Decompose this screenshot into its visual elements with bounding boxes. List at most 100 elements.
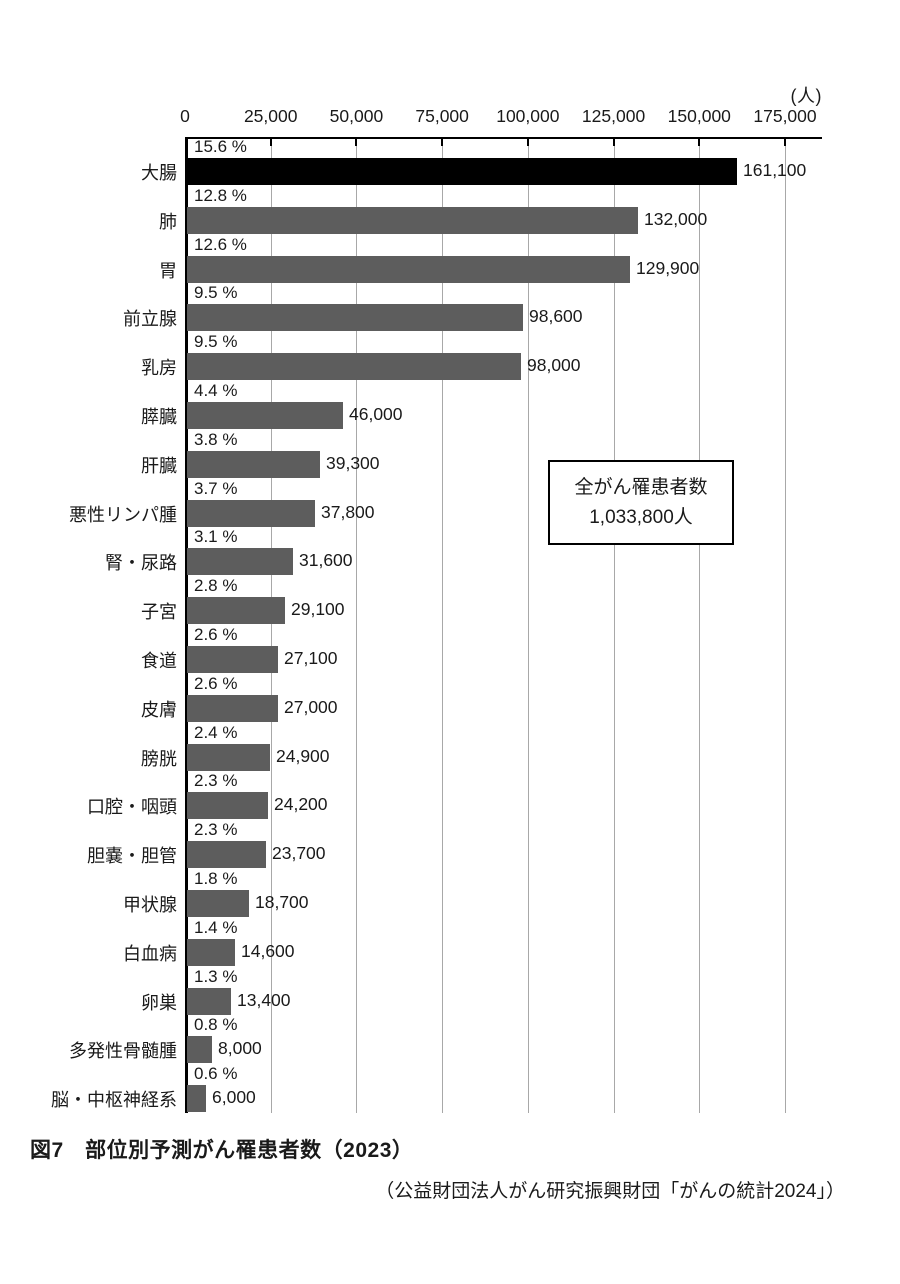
bar-row: 卵巣 1.3 % 13,400	[0, 967, 900, 1016]
percent-label: 12.8 %	[194, 185, 247, 205]
axis-unit-label: (人)	[790, 86, 822, 106]
bar	[187, 402, 343, 429]
category-label: 悪性リンパ腫	[69, 504, 177, 525]
annotation-title: 全がん罹患者数	[574, 477, 708, 499]
percent-label: 2.8 %	[194, 576, 238, 596]
category-label: 食道	[141, 651, 177, 671]
category-label: 前立腺	[123, 309, 177, 330]
value-label: 6,000	[212, 1087, 256, 1108]
x-axis-tickmark	[441, 139, 444, 146]
percent-label: 0.6 %	[194, 1064, 238, 1084]
percent-label: 3.8 %	[194, 429, 238, 449]
category-label: 多発性骨髄腫	[69, 1041, 177, 1062]
value-label: 23,700	[272, 843, 326, 864]
value-label: 98,600	[529, 306, 583, 327]
category-label: 子宮	[141, 602, 177, 623]
category-label: 胆嚢・胆管	[87, 846, 177, 867]
bar-row: 腎・尿路 3.1 % 31,600	[0, 527, 900, 576]
percent-label: 2.6 %	[194, 673, 238, 693]
percent-label: 2.4 %	[194, 722, 238, 742]
value-label: 24,200	[274, 794, 328, 815]
value-label: 39,300	[326, 452, 380, 473]
x-axis-tickmark	[612, 139, 615, 146]
percent-label: 1.3 %	[194, 966, 238, 986]
category-label: 卵巣	[141, 992, 177, 1013]
bar-row: 口腔・咽頭 2.3 % 24,200	[0, 771, 900, 820]
category-label: 皮膚	[141, 699, 177, 720]
bar-row: 子宮 2.8 % 29,100	[0, 576, 900, 625]
bar	[187, 1036, 212, 1064]
percent-label: 2.6 %	[194, 625, 238, 644]
bar-row: 乳房 9.5 % 98,000	[0, 332, 900, 381]
bar	[187, 597, 285, 625]
gridline	[270, 139, 272, 1113]
bar	[187, 158, 737, 185]
figure-caption: 図7 部位別予測がん罹患者数（2023）	[30, 1139, 414, 1162]
value-label: 18,700	[255, 892, 309, 912]
bar	[187, 743, 270, 771]
percent-label: 3.7 %	[194, 478, 238, 498]
bar-row: 甲状腺 1.8 % 18,700	[0, 869, 900, 918]
bar	[187, 792, 268, 820]
bar	[187, 450, 320, 478]
category-label: 肺	[159, 211, 177, 232]
x-axis-tickmark	[784, 139, 786, 146]
value-label: 31,600	[299, 550, 353, 571]
bar-row: 肺 12.8 % 132,000	[0, 186, 900, 235]
value-label: 46,000	[349, 404, 403, 424]
bar	[187, 499, 315, 527]
bar-row: 多発性骨髄腫 0.8 % 8,000	[0, 1015, 900, 1064]
bar-row: 白血病 1.4 % 14,600	[0, 918, 900, 967]
value-label: 132,000	[644, 208, 708, 229]
x-axis-tick-label: 150,000	[667, 106, 731, 126]
value-label: 29,100	[291, 599, 345, 620]
bar	[187, 987, 231, 1015]
bar-row: 食道 2.6 % 27,100	[0, 625, 900, 674]
gridline	[785, 139, 786, 1113]
bar-row: 膵臓 4.4 % 46,000	[0, 381, 900, 430]
gridline	[613, 139, 615, 1113]
category-label: 胃	[159, 260, 177, 281]
x-axis-tickmark	[355, 139, 358, 146]
y-axis-line	[185, 137, 188, 1113]
bar	[187, 1085, 206, 1113]
percent-label: 3.1 %	[194, 527, 238, 547]
percent-label: 12.6 %	[194, 234, 247, 254]
gridline	[356, 139, 358, 1113]
bar	[187, 548, 293, 576]
category-label: 乳房	[141, 358, 177, 379]
value-label: 98,000	[527, 355, 581, 376]
bar-row: 前立腺 9.5 % 98,600	[0, 283, 900, 332]
percent-label: 1.4 %	[194, 917, 238, 937]
bar-row: 肝臓 3.8 % 39,300	[0, 430, 900, 479]
gridline	[699, 139, 701, 1113]
x-axis-tickmark	[526, 139, 529, 146]
category-label: 白血病	[123, 943, 177, 964]
x-axis-tick-label: 125,000	[581, 106, 646, 126]
bar-rows: 大腸 15.6 % 161,100 肺 12.8 % 132,000 胃 12.…	[0, 137, 900, 1113]
total-annotation-box: 全がん罹患者数 1,033,800人	[548, 460, 734, 545]
bar	[187, 938, 235, 966]
value-label: 129,900	[636, 257, 700, 278]
percent-label: 9.5 %	[194, 283, 238, 303]
bar	[187, 694, 278, 722]
bar-row: 胃 12.6 % 129,900	[0, 235, 900, 284]
bar	[187, 646, 278, 673]
value-label: 14,600	[241, 940, 295, 961]
x-axis-tick-label: 75,000	[415, 106, 469, 126]
bar	[187, 890, 249, 917]
category-label: 膵臓	[141, 407, 177, 427]
percent-label: 1.8 %	[194, 869, 238, 888]
percent-label: 2.3 %	[194, 820, 238, 840]
percent-label: 15.6 %	[194, 137, 247, 156]
bar-row: 悪性リンパ腫 3.7 % 37,800	[0, 479, 900, 528]
plot-area	[185, 137, 822, 1113]
bar	[187, 304, 523, 332]
bar-row: 膀胱 2.4 % 24,900	[0, 723, 900, 772]
value-label: 27,000	[284, 696, 338, 717]
x-axis-tick-label: 0	[180, 106, 190, 126]
value-label: 37,800	[321, 501, 375, 522]
value-label: 8,000	[218, 1038, 262, 1059]
figure-source: （公益財団法人がん研究振興財団「がんの統計2024」）	[375, 1181, 845, 1202]
